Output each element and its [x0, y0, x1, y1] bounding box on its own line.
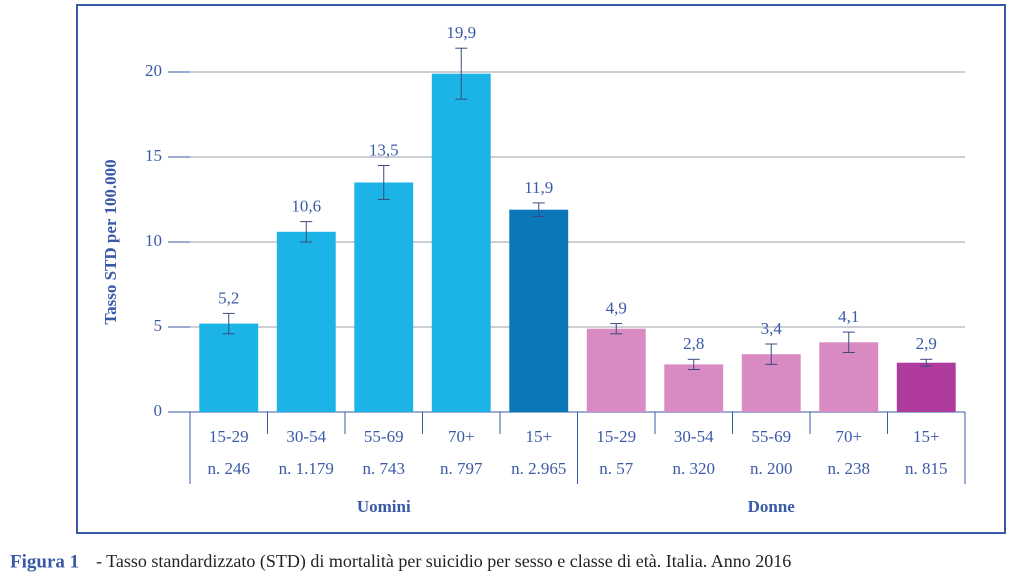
y-tick-label: 20	[145, 61, 162, 80]
value-label: 10,6	[291, 197, 321, 216]
count-label: n. 2.965	[511, 459, 566, 478]
x-tick-label: 15+	[913, 427, 940, 446]
x-tick-label: 15-29	[596, 427, 636, 446]
x-tick-label: 70+	[835, 427, 862, 446]
x-tick-label: 55-69	[751, 427, 791, 446]
caption-label: Figura 1	[10, 551, 79, 572]
x-tick-label: 70+	[448, 427, 475, 446]
bar	[664, 364, 724, 412]
value-label: 2,8	[683, 334, 704, 353]
value-label: 3,4	[761, 319, 783, 338]
x-tick-label: 30-54	[286, 427, 326, 446]
count-label: n. 246	[208, 459, 251, 478]
group-label: Donne	[748, 497, 796, 516]
bar	[586, 328, 646, 412]
count-label: n. 200	[750, 459, 793, 478]
count-label: n. 1.179	[279, 459, 334, 478]
y-axis-label: Tasso STD per 100.000	[101, 159, 120, 324]
count-label: n. 238	[828, 459, 871, 478]
y-tick-label: 5	[154, 316, 163, 335]
bar	[509, 209, 569, 412]
count-label: n. 797	[440, 459, 483, 478]
bar	[819, 342, 879, 412]
x-tick-label: 55-69	[364, 427, 404, 446]
y-tick-label: 10	[145, 231, 162, 250]
count-label: n. 57	[599, 459, 634, 478]
x-tick-label: 30-54	[674, 427, 714, 446]
count-label: n. 815	[905, 459, 948, 478]
x-tick-label: 15-29	[209, 427, 249, 446]
y-tick-label: 0	[154, 401, 163, 420]
group-label: Uomini	[357, 497, 411, 516]
value-label: 4,9	[606, 299, 627, 318]
value-label: 13,5	[369, 140, 399, 159]
value-label: 4,1	[838, 307, 859, 326]
bar	[354, 182, 414, 412]
count-label: n. 320	[673, 459, 716, 478]
value-label: 2,9	[916, 334, 937, 353]
bar	[276, 231, 336, 412]
x-tick-label: 15+	[525, 427, 552, 446]
bar	[896, 362, 956, 412]
value-label: 5,2	[218, 288, 239, 307]
bar	[199, 323, 259, 412]
value-label: 19,9	[446, 23, 476, 42]
count-label: n. 743	[363, 459, 406, 478]
y-tick-label: 15	[145, 146, 162, 165]
bar	[431, 73, 491, 412]
caption: - Tasso standardizzato (STD) di mortalit…	[96, 551, 791, 572]
frame	[76, 4, 1006, 534]
value-label: 11,9	[524, 178, 553, 197]
